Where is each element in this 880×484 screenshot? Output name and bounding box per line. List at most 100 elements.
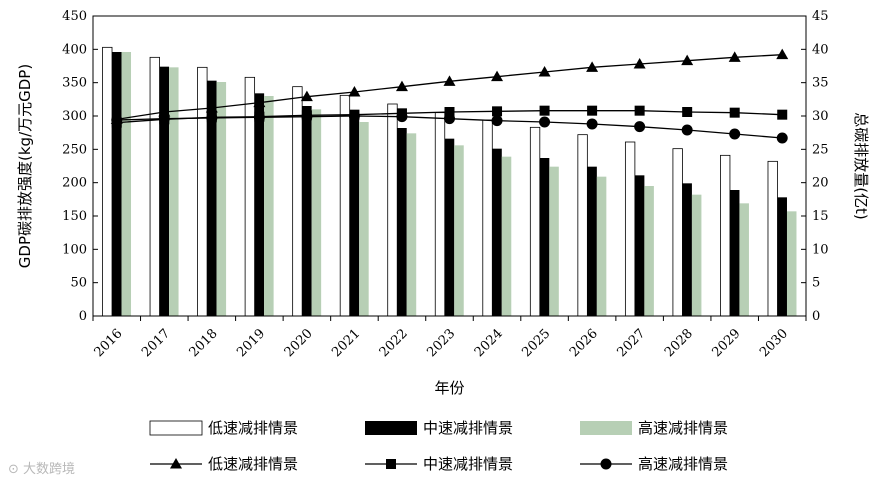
y-right-tick-label: 35 bbox=[812, 76, 829, 91]
x-tick-label: 2027 bbox=[614, 326, 648, 360]
line-point bbox=[539, 105, 550, 116]
bar bbox=[102, 46, 113, 317]
line-point bbox=[634, 121, 646, 133]
x-tick-label: 2017 bbox=[139, 326, 173, 360]
line-point bbox=[682, 107, 693, 117]
bar bbox=[596, 176, 607, 316]
line-point bbox=[111, 114, 123, 126]
bar bbox=[406, 133, 417, 316]
line-point bbox=[492, 106, 503, 117]
y-left-tick-label: 300 bbox=[62, 109, 87, 124]
bar bbox=[682, 183, 692, 316]
line-point bbox=[729, 128, 741, 140]
x-tick-label: 2016 bbox=[92, 326, 126, 360]
legend-marker bbox=[386, 459, 396, 469]
bar bbox=[434, 112, 446, 317]
bar bbox=[739, 203, 749, 316]
y-left-tick-label: 150 bbox=[62, 209, 87, 224]
plot-frame bbox=[92, 15, 807, 317]
bar bbox=[264, 96, 274, 316]
bar bbox=[720, 154, 731, 317]
line-point bbox=[491, 70, 504, 82]
legend-label: 中速减排情景 bbox=[423, 419, 513, 437]
bar bbox=[359, 122, 369, 316]
line-point bbox=[539, 116, 551, 128]
y-left-tick-label: 350 bbox=[62, 76, 87, 91]
line-point bbox=[777, 109, 788, 120]
line-point bbox=[586, 118, 598, 130]
y-right-tick-label: 0 bbox=[812, 309, 820, 324]
line-point bbox=[776, 48, 789, 60]
bar bbox=[672, 148, 683, 317]
line-point bbox=[538, 66, 551, 77]
y-left-tick-label: 450 bbox=[62, 9, 87, 24]
y-left-tick-label: 250 bbox=[62, 142, 87, 157]
bar bbox=[339, 94, 351, 317]
bar bbox=[482, 119, 493, 317]
y-right-tick-label: 45 bbox=[812, 9, 829, 24]
x-tick-label: 2030 bbox=[757, 326, 791, 360]
y-left-tick-label: 200 bbox=[62, 176, 87, 191]
bar bbox=[729, 190, 740, 316]
x-tick-label: 2023 bbox=[424, 326, 458, 360]
y-right-tick-label: 15 bbox=[812, 209, 829, 224]
line-point bbox=[253, 111, 265, 123]
bar bbox=[577, 134, 588, 317]
bar bbox=[624, 141, 636, 317]
line-point bbox=[776, 132, 788, 144]
line-point bbox=[586, 61, 599, 72]
line-point bbox=[634, 105, 645, 116]
line-point bbox=[681, 124, 693, 136]
legend-swatch bbox=[580, 421, 632, 435]
bar bbox=[244, 76, 256, 317]
line-point bbox=[395, 80, 408, 92]
line-point bbox=[206, 112, 218, 124]
bar bbox=[454, 145, 464, 316]
bar bbox=[216, 82, 227, 316]
x-tick-label: 2018 bbox=[187, 326, 221, 360]
line-point bbox=[348, 110, 360, 122]
watermark: ⊙ 大数跨境 bbox=[8, 458, 75, 477]
line-point bbox=[728, 51, 741, 62]
watermark-text: 大数跨境 bbox=[23, 462, 76, 477]
line-point bbox=[253, 96, 266, 108]
legend-label: 低速减排情景 bbox=[208, 455, 298, 473]
legend-marker bbox=[600, 458, 612, 470]
x-tick-label: 2022 bbox=[377, 326, 411, 360]
legend-swatch bbox=[365, 421, 417, 435]
legend-marker bbox=[170, 458, 182, 469]
bar bbox=[149, 56, 160, 317]
x-tick-label: 2024 bbox=[472, 326, 506, 360]
x-tick-label: 2025 bbox=[519, 326, 553, 360]
axis-ticks bbox=[92, 15, 807, 321]
line-point bbox=[633, 58, 646, 69]
y-axis-right-title: 总碳排放量(亿t) bbox=[852, 112, 870, 220]
x-tick-label: 2020 bbox=[282, 326, 316, 360]
line-point bbox=[396, 111, 408, 123]
bar bbox=[207, 80, 217, 317]
y-axis-left-title: GDP碳排放强度(kg/万元GDP) bbox=[16, 64, 34, 268]
line-point bbox=[681, 54, 694, 66]
bar bbox=[691, 194, 702, 316]
line-point bbox=[158, 106, 171, 117]
bar bbox=[767, 160, 778, 317]
x-axis-title: 年份 bbox=[434, 379, 464, 397]
line-point bbox=[587, 105, 598, 116]
line-point bbox=[491, 115, 503, 127]
bar bbox=[159, 66, 170, 317]
bar bbox=[292, 86, 303, 317]
watermark-logo-icon: ⊙ bbox=[8, 462, 19, 477]
x-tick-label: 2021 bbox=[329, 326, 363, 360]
bar bbox=[634, 175, 645, 316]
y-right-tick-label: 20 bbox=[812, 176, 829, 191]
x-tick-label: 2028 bbox=[662, 326, 696, 360]
bar bbox=[387, 103, 398, 317]
bar bbox=[786, 211, 797, 316]
line-point bbox=[348, 86, 361, 97]
y-right-tick-label: 25 bbox=[812, 142, 829, 157]
line-point bbox=[443, 75, 456, 86]
y-left-tick-label: 400 bbox=[62, 42, 87, 57]
legend-label: 中速减排情景 bbox=[423, 455, 513, 473]
line-point bbox=[301, 111, 313, 123]
